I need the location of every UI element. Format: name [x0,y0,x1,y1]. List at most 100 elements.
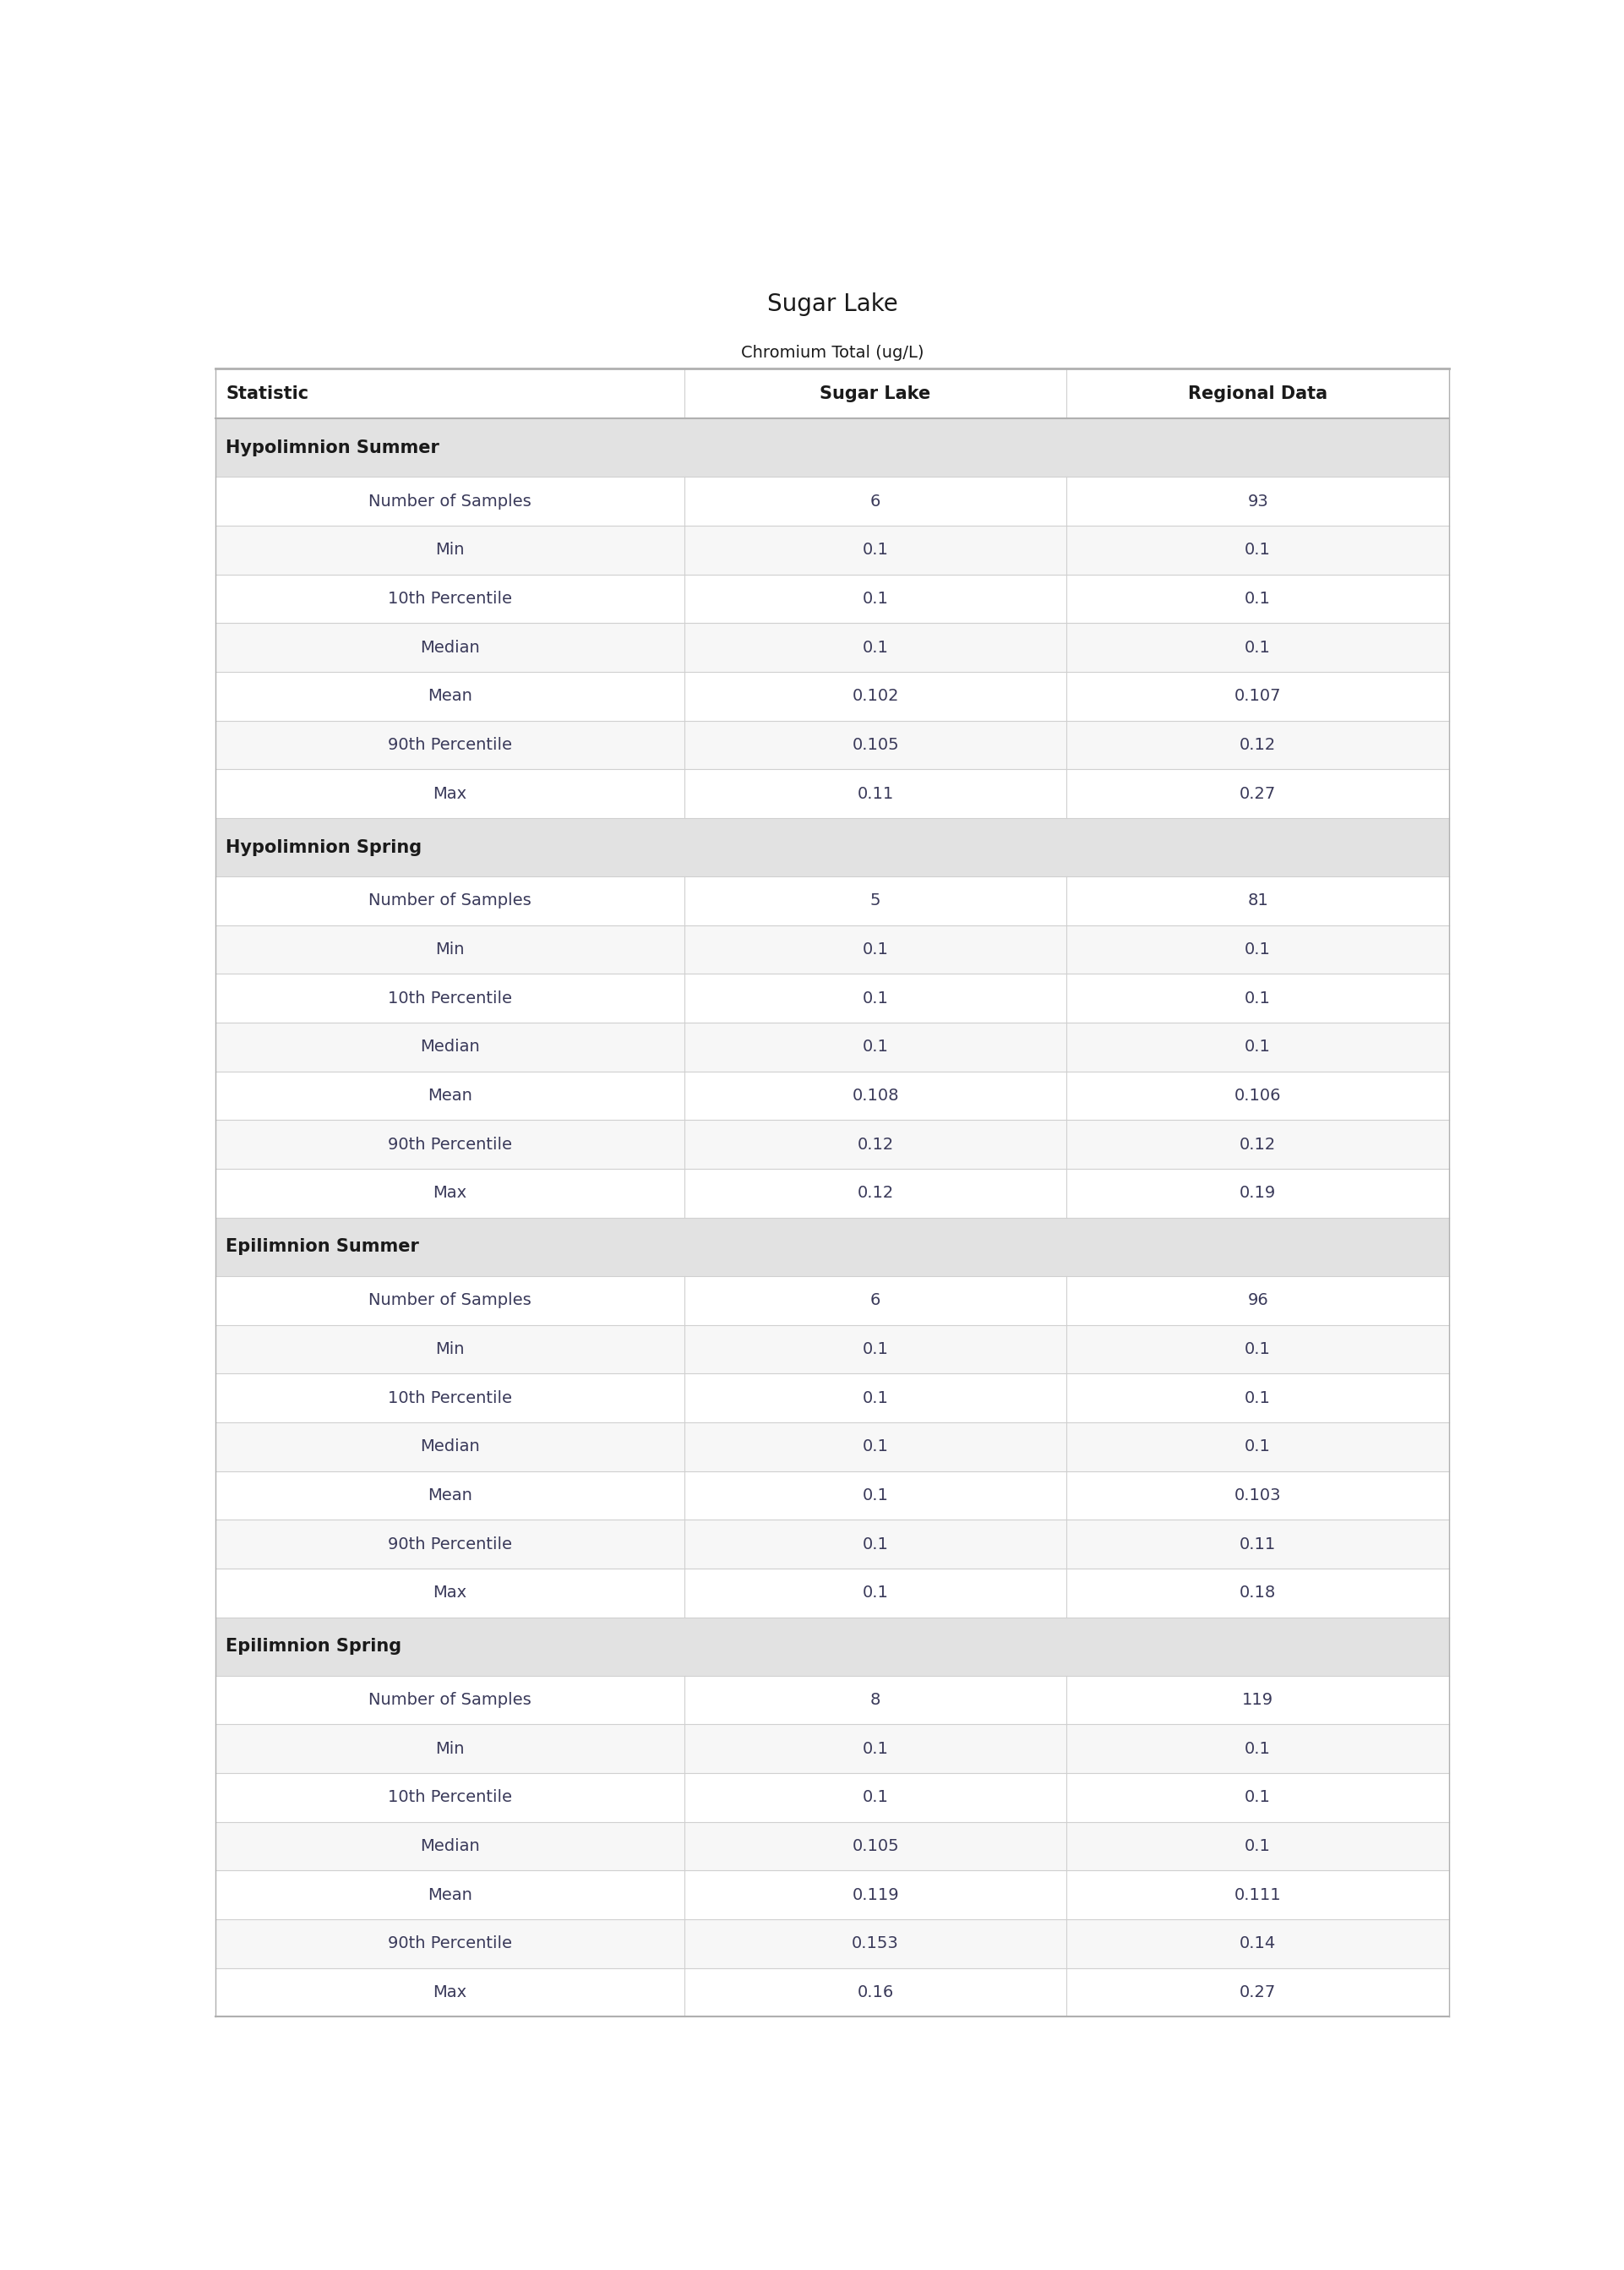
Bar [216,770,1449,817]
Bar [216,622,1449,672]
Bar [216,1968,1449,2016]
Text: 0.12: 0.12 [1239,738,1276,754]
Text: 0.1: 0.1 [862,640,888,656]
Text: 0.107: 0.107 [1234,688,1281,704]
Text: 0.1: 0.1 [862,1584,888,1600]
Text: 0.102: 0.102 [853,688,900,704]
Text: 0.1: 0.1 [1244,590,1272,606]
Text: Epilimnion Spring: Epilimnion Spring [226,1639,401,1655]
Text: Max: Max [434,785,466,801]
Text: 5: 5 [870,892,880,908]
Text: 0.1: 0.1 [1244,543,1272,558]
Bar [216,1773,1449,1823]
Text: 0.27: 0.27 [1239,1984,1276,2000]
Text: 0.1: 0.1 [1244,1741,1272,1757]
Bar [216,817,1449,876]
Text: 0.1: 0.1 [1244,1040,1272,1056]
Bar [216,1169,1449,1217]
Text: Sugar Lake: Sugar Lake [820,386,931,402]
Text: 0.1: 0.1 [862,1439,888,1455]
Text: 0.153: 0.153 [853,1936,900,1952]
Text: Median: Median [421,640,479,656]
Bar [216,1675,1449,1725]
Text: 0.103: 0.103 [1234,1487,1281,1503]
Bar [216,1616,1449,1675]
Text: Regional Data: Regional Data [1189,386,1327,402]
Bar [216,1423,1449,1471]
Text: Number of Samples: Number of Samples [369,1691,531,1707]
Text: Hypolimnion Spring: Hypolimnion Spring [226,840,422,856]
Bar [216,720,1449,770]
Bar [216,1823,1449,1870]
Text: 0.1: 0.1 [862,1487,888,1503]
Text: 0.111: 0.111 [1234,1886,1281,1902]
Text: Min: Min [435,942,464,958]
Bar [216,477,1449,527]
Text: Epilimnion Summer: Epilimnion Summer [226,1239,419,1255]
Text: Hypolimnion Summer: Hypolimnion Summer [226,438,440,456]
Bar [216,1519,1449,1569]
Text: 0.108: 0.108 [853,1087,900,1103]
Text: Chromium Total (ug/L): Chromium Total (ug/L) [741,345,924,361]
Bar [216,1024,1449,1071]
Bar [216,672,1449,720]
Text: 0.14: 0.14 [1239,1936,1276,1952]
Text: 93: 93 [1247,493,1268,508]
Text: Max: Max [434,1185,466,1201]
Text: Min: Min [435,543,464,558]
Text: 0.1: 0.1 [1244,990,1272,1006]
Bar [216,926,1449,974]
Text: Min: Min [435,1342,464,1357]
Text: 0.1: 0.1 [862,1741,888,1757]
Text: 0.12: 0.12 [857,1185,893,1201]
Bar [216,527,1449,574]
Text: 10th Percentile: 10th Percentile [388,990,512,1006]
Bar [216,1217,1449,1276]
Text: 0.12: 0.12 [857,1137,893,1153]
Text: 0.1: 0.1 [862,543,888,558]
Text: 0.1: 0.1 [862,942,888,958]
Bar [216,1870,1449,1920]
Text: Number of Samples: Number of Samples [369,892,531,908]
Text: Max: Max [434,1584,466,1600]
Text: 96: 96 [1247,1292,1268,1308]
Text: 0.1: 0.1 [862,1789,888,1805]
Text: 90th Percentile: 90th Percentile [388,1936,512,1952]
Text: 0.18: 0.18 [1239,1584,1276,1600]
Text: 90th Percentile: 90th Percentile [388,738,512,754]
Text: Number of Samples: Number of Samples [369,1292,531,1308]
Text: Min: Min [435,1741,464,1757]
Text: Median: Median [421,1040,479,1056]
Text: 0.1: 0.1 [862,1389,888,1405]
Text: 10th Percentile: 10th Percentile [388,1789,512,1805]
Text: 0.1: 0.1 [1244,1342,1272,1357]
Text: 90th Percentile: 90th Percentile [388,1537,512,1553]
Text: 0.1: 0.1 [862,990,888,1006]
Text: 10th Percentile: 10th Percentile [388,590,512,606]
Bar [216,1569,1449,1616]
Text: 0.105: 0.105 [853,738,900,754]
Text: 0.119: 0.119 [853,1886,900,1902]
Text: 0.19: 0.19 [1239,1185,1276,1201]
Bar [216,974,1449,1024]
Text: 0.1: 0.1 [862,1040,888,1056]
Text: 0.1: 0.1 [1244,942,1272,958]
Text: 0.1: 0.1 [862,1342,888,1357]
Bar [216,574,1449,622]
Bar [216,1725,1449,1773]
Text: Mean: Mean [427,1087,473,1103]
Text: Sugar Lake: Sugar Lake [767,293,898,316]
Text: 0.106: 0.106 [1234,1087,1281,1103]
Text: Median: Median [421,1839,479,1855]
Text: Number of Samples: Number of Samples [369,493,531,508]
Text: 0.16: 0.16 [857,1984,893,2000]
Text: 6: 6 [870,1292,880,1308]
Text: Mean: Mean [427,688,473,704]
Text: 0.27: 0.27 [1239,785,1276,801]
Text: 0.11: 0.11 [1239,1537,1276,1553]
Text: 0.12: 0.12 [1239,1137,1276,1153]
Bar [216,1471,1449,1519]
Text: 0.1: 0.1 [1244,640,1272,656]
Text: 0.1: 0.1 [1244,1839,1272,1855]
Text: 119: 119 [1242,1691,1273,1707]
